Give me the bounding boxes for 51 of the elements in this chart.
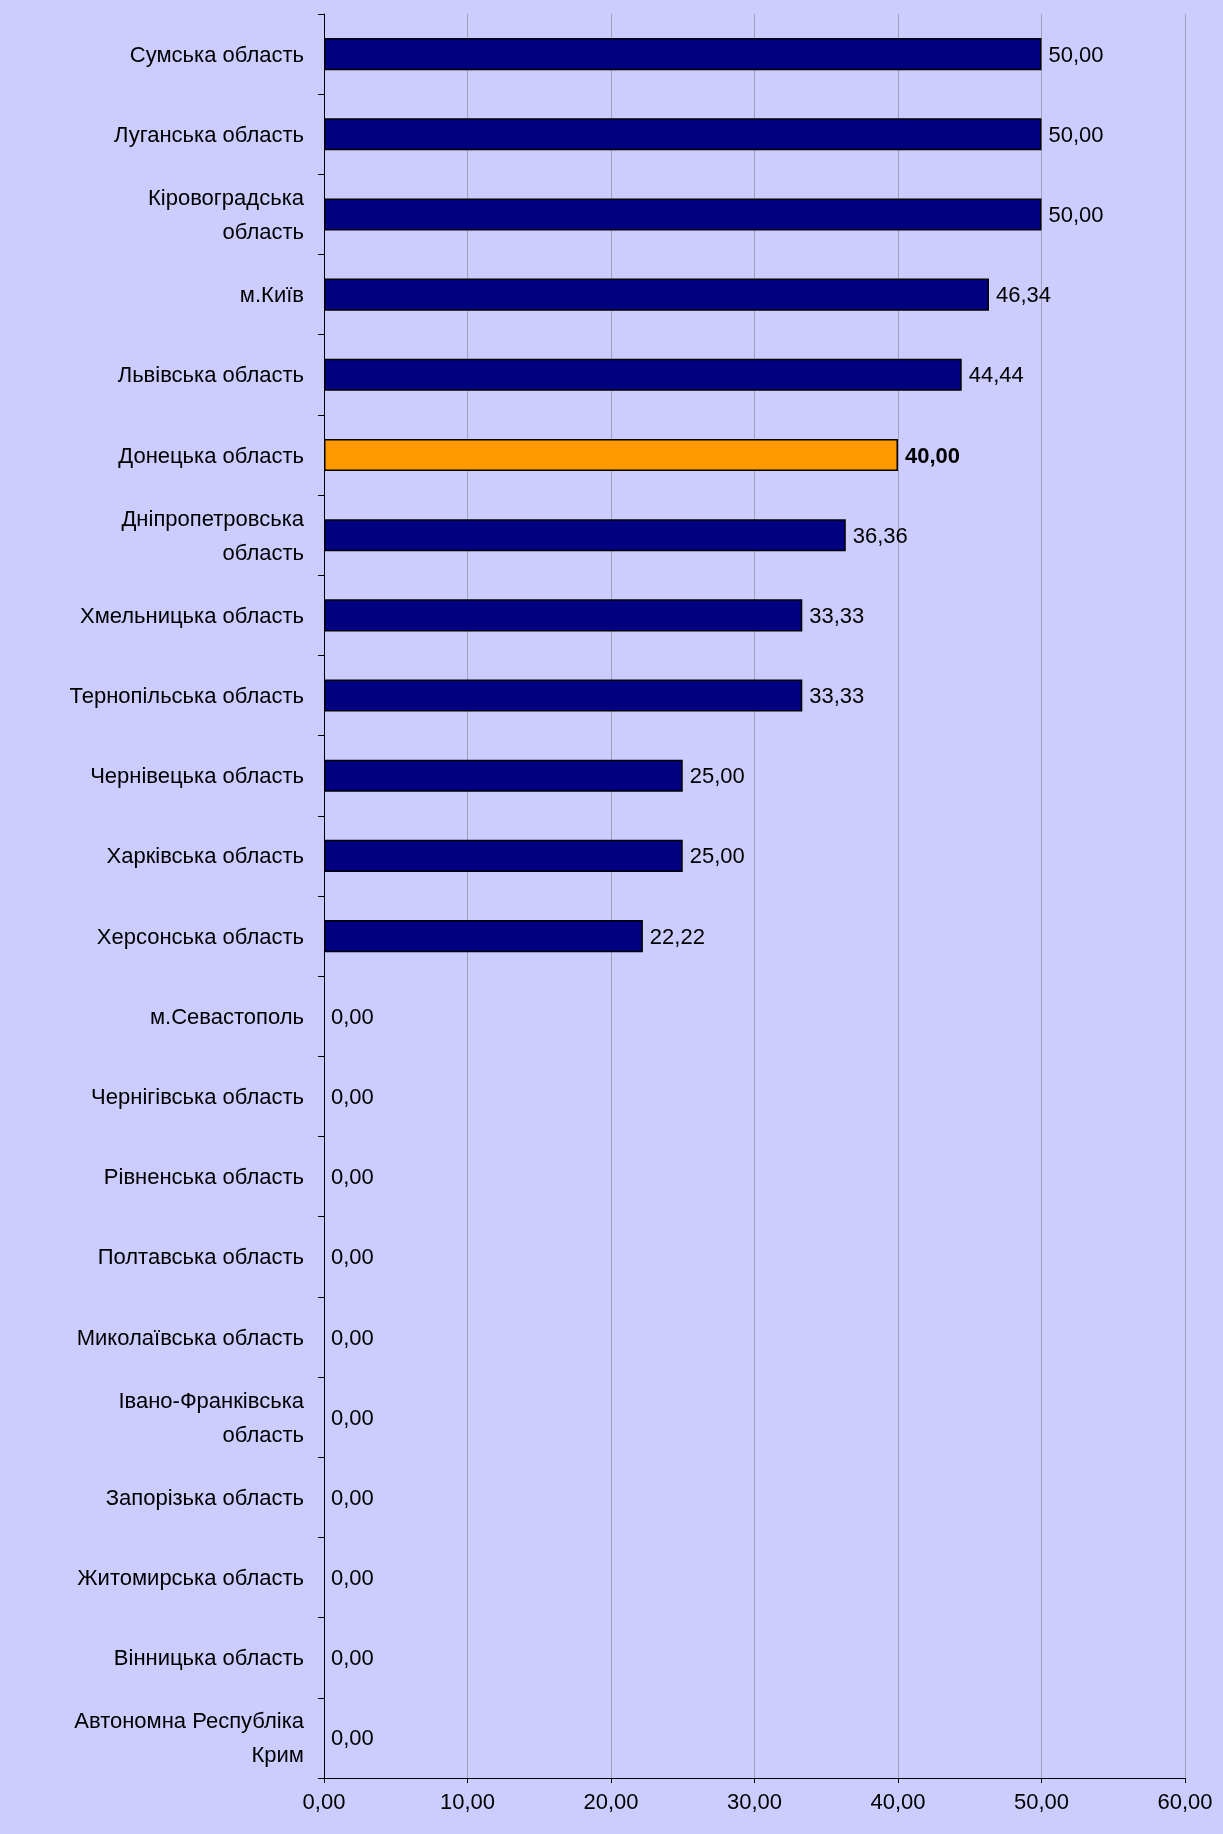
y-tick-label: Миколаївська область bbox=[76, 1324, 304, 1350]
data-label: 0,00 bbox=[331, 1484, 374, 1510]
data-label: 0,00 bbox=[331, 1244, 374, 1270]
y-tick-label: Запорізька область bbox=[105, 1484, 304, 1510]
y-tick-label: Івано-Франківська область bbox=[118, 1387, 305, 1447]
y-tick-label: Херсонська область bbox=[96, 923, 304, 949]
x-tick-label: 50,00 bbox=[1013, 1788, 1070, 1814]
y-tick-label: м.Севастополь bbox=[149, 1003, 304, 1029]
y-tick-label: Вінницька область bbox=[113, 1645, 304, 1671]
data-label: 50,00 bbox=[1048, 41, 1104, 67]
data-label: 40,00 bbox=[905, 442, 961, 468]
y-tick-label: Донецька область bbox=[118, 442, 304, 468]
x-tick-label: 20,00 bbox=[583, 1788, 639, 1814]
data-label: 50,00 bbox=[1048, 121, 1104, 147]
data-label: 22,22 bbox=[649, 923, 705, 949]
x-tick-label: 0,00 bbox=[302, 1788, 346, 1814]
y-tick-label: м.Київ bbox=[239, 282, 304, 308]
y-tick-label: Хмельницька область bbox=[79, 602, 304, 628]
y-tick-label: Чернігівська область bbox=[91, 1083, 304, 1109]
y-tick-label: Житомирська область bbox=[77, 1565, 304, 1591]
data-label: 46,34 bbox=[995, 282, 1052, 308]
y-tick-label: Полтавська область bbox=[97, 1244, 304, 1270]
data-label: 0,00 bbox=[331, 1003, 374, 1029]
data-label: 33,33 bbox=[809, 602, 865, 628]
data-label: 0,00 bbox=[331, 1404, 374, 1430]
y-tick-label: Харківська область bbox=[106, 843, 304, 869]
y-tick-label: Львівська область bbox=[117, 362, 304, 388]
data-label: 0,00 bbox=[331, 1083, 374, 1109]
data-label: 25,00 bbox=[689, 843, 745, 869]
data-label: 0,00 bbox=[331, 1164, 374, 1190]
y-tick-label: Автономна Республіка Крим bbox=[74, 1708, 305, 1768]
y-tick-label: Рівненська область bbox=[103, 1164, 304, 1190]
y-tick-label: Луганська область bbox=[114, 121, 304, 147]
x-tick-label: 10,00 bbox=[439, 1788, 496, 1814]
data-label: 0,00 bbox=[331, 1645, 374, 1671]
data-label: 0,00 bbox=[331, 1725, 374, 1751]
y-tick-label: Сумська область bbox=[129, 41, 304, 67]
data-label: 0,00 bbox=[331, 1565, 374, 1591]
data-label: 36,36 bbox=[852, 522, 908, 548]
data-label: 25,00 bbox=[689, 763, 745, 789]
x-tick-label: 40,00 bbox=[870, 1788, 926, 1814]
y-tick-label: Чернівецька область bbox=[90, 763, 304, 789]
data-label: 50,00 bbox=[1048, 201, 1104, 227]
data-label: 0,00 bbox=[331, 1324, 374, 1350]
x-tick-label: 60,00 bbox=[1157, 1788, 1213, 1814]
data-label: 44,44 bbox=[968, 362, 1024, 388]
data-label: 33,33 bbox=[809, 683, 865, 709]
x-tick-label: 30,00 bbox=[726, 1788, 783, 1814]
y-tick-label: Дніпропетровська область bbox=[121, 505, 305, 565]
y-tick-label: Кіровоградська область bbox=[148, 184, 305, 244]
y-tick-label: Тернопільська область bbox=[69, 683, 304, 709]
